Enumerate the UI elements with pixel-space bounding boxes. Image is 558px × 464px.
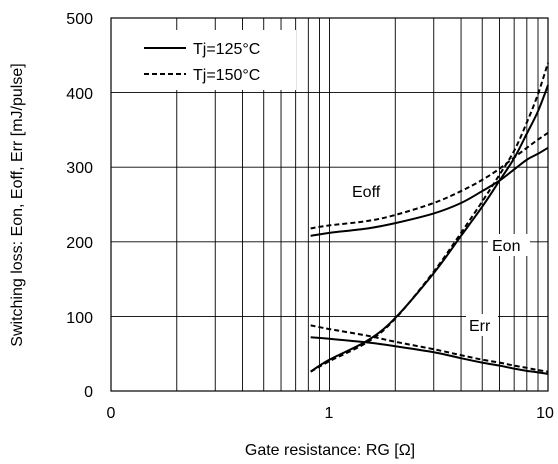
eon-curve-150c (310, 62, 549, 373)
y-tick-label: 500 (66, 11, 93, 28)
err-annotation: Err (469, 318, 491, 335)
err-label-background (466, 314, 498, 336)
y-tick-label: 100 (66, 310, 93, 327)
y-tick-label: 300 (66, 160, 93, 177)
legend: Tj=125°C Tj=150°C (136, 30, 296, 90)
err-curve-150c (310, 324, 549, 373)
y-tick-label: 200 (66, 235, 93, 252)
eoff-curve-150c (310, 132, 549, 230)
legend-label-150: Tj=150°C (193, 67, 260, 84)
err-curve-125c (310, 336, 549, 375)
eon-annotation: Eon (492, 238, 520, 255)
eoff-curve-125c (310, 146, 549, 237)
eoff-annotation: Eoff (352, 184, 381, 201)
legend-label-125: Tj=125°C (193, 41, 260, 58)
x-axis-label: Gate resistance: RG [Ω] (245, 442, 415, 459)
x-tick-label: 0 (107, 405, 116, 422)
eoff-label-background (349, 180, 389, 202)
y-tick-label: 400 (66, 86, 93, 103)
x-tick-label: 1 (325, 405, 334, 422)
plot-frame (110, 17, 549, 392)
eon-label-background (488, 234, 530, 256)
legend-background (136, 30, 296, 90)
y-tick-label: 0 (84, 384, 93, 401)
eon-curve-125c (310, 84, 549, 373)
curves (310, 62, 549, 375)
x-tick-label: 10 (536, 405, 554, 422)
y-axis-label: Switching loss: Eon, Eoff, Err [mJ/pulse… (9, 63, 26, 346)
